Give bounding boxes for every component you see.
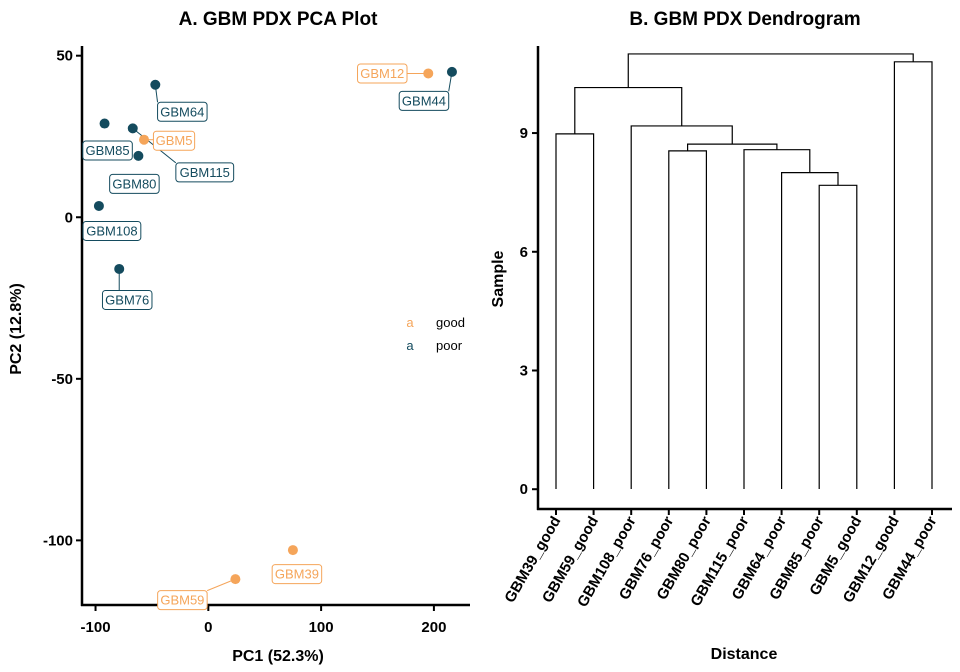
dendrogram-title: B. GBM PDX Dendrogram bbox=[629, 9, 860, 30]
label-box bbox=[398, 90, 450, 111]
pca-y-tick-label: -50 bbox=[51, 371, 73, 388]
pca-point-label: GBM5 bbox=[144, 130, 196, 151]
label-box bbox=[357, 63, 408, 84]
pca-point-label: GBM80 bbox=[109, 173, 160, 194]
dendrogram-branches bbox=[555, 53, 933, 489]
pca-x-tick-label: 0 bbox=[204, 619, 212, 636]
dendrogram-y-tick-label: 0 bbox=[520, 481, 528, 498]
pca-y-axis-title: PC2 (12.8%) bbox=[8, 283, 25, 375]
dendrogram-branch bbox=[668, 150, 707, 489]
pca-y-tick-label: 0 bbox=[65, 209, 73, 226]
dendrogram-x-ticks: GBM39_goodGBM59_goodGBM108_poorGBM76_poo… bbox=[501, 509, 941, 610]
pca-point-label: GBM12 bbox=[357, 63, 429, 84]
dendrogram-branch bbox=[743, 149, 811, 489]
pca-point bbox=[287, 545, 298, 556]
pca-point bbox=[93, 200, 104, 211]
label-box bbox=[152, 130, 196, 151]
dendrogram-branch bbox=[893, 61, 933, 489]
legend-label-good: good bbox=[436, 315, 465, 330]
label-box bbox=[271, 564, 323, 585]
point-label-text: GBM5 bbox=[156, 133, 193, 148]
dendrogram-y-axis-title: Sample bbox=[490, 250, 507, 307]
point-label-text: GBM59 bbox=[160, 593, 204, 608]
label-box bbox=[109, 173, 160, 194]
point-label-text: GBM80 bbox=[112, 176, 156, 191]
pca-x-ticks: -100 0 100 200 bbox=[81, 605, 446, 636]
pca-points bbox=[93, 66, 457, 585]
point-label-text: GBM85 bbox=[86, 143, 130, 158]
pca-point-label: GBM76 bbox=[101, 268, 153, 310]
pca-point bbox=[139, 134, 150, 145]
pca-point-label: GBM115 bbox=[132, 128, 235, 183]
dendrogram-branch bbox=[630, 125, 733, 489]
pca-point-label: GBM44 bbox=[398, 71, 453, 111]
pca-point bbox=[150, 79, 161, 90]
dendrogram-x-axis-title: Distance bbox=[711, 646, 778, 663]
label-connector bbox=[206, 578, 236, 592]
point-label-text: GBM12 bbox=[360, 66, 404, 81]
pca-point-labels: GBM12 GBM44 GBM64 GBM85 GBM115 GBM5 GBM80 GBM10… bbox=[82, 63, 453, 611]
pca-y-ticks: 50 0 -50 -100 bbox=[43, 48, 82, 549]
legend-label-poor: poor bbox=[436, 338, 463, 353]
label-box bbox=[175, 162, 235, 183]
pca-panel: A. GBM PDX PCA Plot PC1 (52.3%) PC2 (12.… bbox=[8, 9, 470, 665]
dendrogram-y-ticks: 0 3 6 9 bbox=[520, 125, 538, 498]
point-label-text: GBM115 bbox=[180, 165, 230, 180]
point-label-text: GBM39 bbox=[275, 567, 319, 582]
pca-point-label: GBM59 bbox=[157, 578, 236, 611]
dendrogram-y-tick-label: 9 bbox=[520, 125, 528, 142]
point-label-text: GBM108 bbox=[86, 223, 137, 238]
legend-key-poor: a bbox=[406, 338, 414, 353]
label-box bbox=[82, 220, 142, 241]
pca-title: A. GBM PDX PCA Plot bbox=[179, 9, 378, 30]
pca-point bbox=[114, 263, 125, 274]
pca-x-tick-label: 200 bbox=[421, 619, 446, 636]
pca-x-axis-title: PC1 (52.3%) bbox=[232, 648, 324, 665]
legend-key-good: a bbox=[406, 315, 414, 330]
dendrogram-branch bbox=[574, 86, 683, 134]
label-box bbox=[157, 101, 208, 122]
pca-point bbox=[423, 68, 434, 79]
label-box bbox=[82, 140, 133, 161]
point-label-text: GBM44 bbox=[402, 93, 446, 108]
pca-point-label: GBM85 bbox=[82, 140, 133, 161]
pca-x-tick-label: 100 bbox=[309, 619, 334, 636]
dendrogram-branch bbox=[555, 133, 595, 489]
pca-point bbox=[446, 66, 457, 77]
dendrogram-branch bbox=[781, 172, 839, 489]
pca-y-tick-label: -100 bbox=[43, 532, 73, 549]
pca-point bbox=[230, 574, 241, 585]
dendrogram-y-tick-label: 3 bbox=[520, 362, 528, 379]
pca-point-label: GBM64 bbox=[154, 84, 208, 122]
pca-point bbox=[99, 118, 110, 129]
label-box bbox=[101, 289, 153, 310]
pca-legend: a good a poor bbox=[406, 315, 465, 353]
pca-y-tick-label: 50 bbox=[56, 48, 73, 65]
pca-point-label: GBM108 bbox=[82, 220, 142, 241]
pca-point bbox=[133, 150, 144, 161]
point-label-text: GBM76 bbox=[105, 292, 149, 307]
label-box bbox=[157, 590, 208, 611]
pca-x-tick-label: -100 bbox=[81, 619, 111, 636]
dendrogram-panel: B. GBM PDX Dendrogram Distance Sample 0 3… bbox=[490, 9, 952, 663]
point-label-text: GBM64 bbox=[160, 104, 204, 119]
pca-point-label: GBM39 bbox=[271, 564, 323, 585]
pca-point bbox=[127, 123, 138, 134]
dendrogram-branch bbox=[818, 184, 858, 489]
dendrogram-branch bbox=[627, 53, 914, 88]
dendrogram-y-tick-label: 6 bbox=[520, 244, 528, 261]
